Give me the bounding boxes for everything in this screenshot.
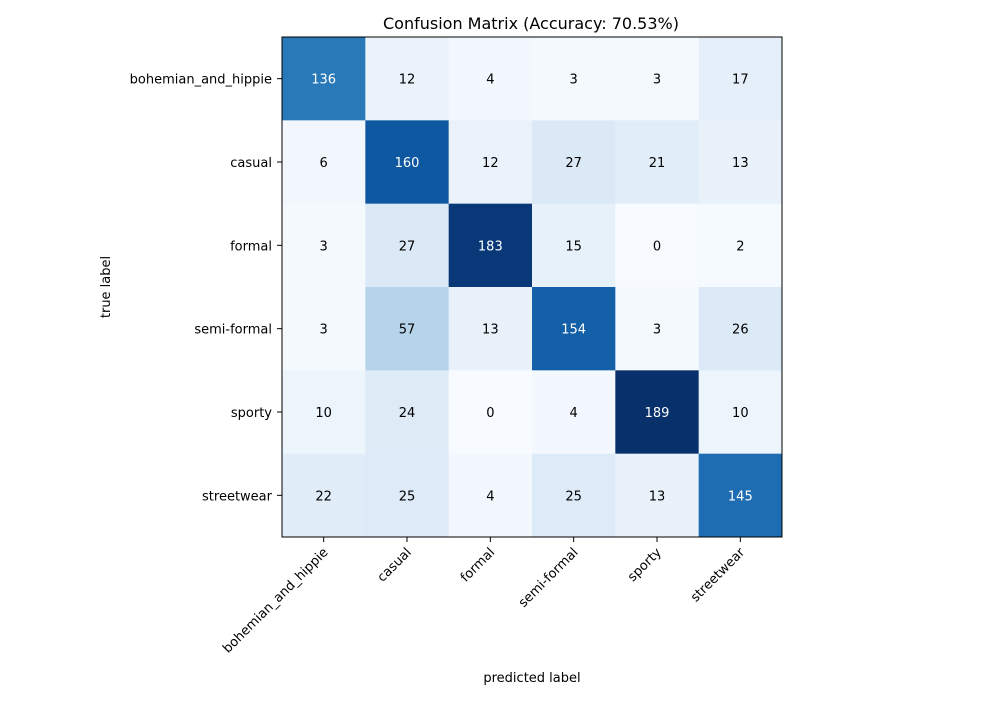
heatmap-cell [698, 203, 783, 288]
heatmap-value-label: 10 [315, 406, 332, 421]
heatmap-value-label: 6 [320, 156, 328, 171]
heatmap-value-label: 13 [649, 489, 666, 504]
heatmap-value-label: 13 [482, 323, 499, 338]
heatmap-value-label: 25 [399, 489, 416, 504]
heatmap-cell [282, 37, 366, 121]
heatmap-value-label: 3 [320, 239, 328, 254]
x-tick-label: streetwear [688, 545, 749, 606]
heatmap-value-label: 136 [311, 73, 336, 88]
heatmap-cell [365, 120, 450, 205]
heatmap-value-label: 15 [565, 239, 582, 254]
heatmap-value-label: 4 [570, 406, 578, 421]
heatmap-value-label: 12 [482, 156, 499, 171]
heatmap-cell [448, 37, 533, 121]
heatmap-cell [282, 370, 366, 455]
heatmap-value-label: 154 [561, 323, 586, 338]
chart-title: Confusion Matrix (Accuracy: 70.53%) [383, 14, 679, 33]
heatmap-value-labels: 136 12 4 3 3 17 6 160 12 27 21 13 3 27 183 15 0 2 3 57 13 154… [311, 73, 752, 505]
heatmap-value-label: 12 [399, 73, 416, 88]
y-tick-label: bohemian_and_hippie [130, 73, 272, 88]
heatmap-value-label: 10 [732, 406, 749, 421]
heatmap-value-label: 2 [736, 239, 744, 254]
heatmap-value-label: 3 [320, 323, 328, 338]
heatmap-value-label: 22 [315, 489, 332, 504]
x-axis-label: predicted label [483, 671, 580, 686]
heatmap-cell [698, 120, 783, 205]
heatmap-cell [282, 120, 366, 205]
x-tick-label: casual [375, 545, 415, 585]
heatmap-cell [532, 37, 616, 121]
heatmap-cell [448, 120, 533, 205]
heatmap-cell [698, 287, 783, 371]
heatmap-value-label: 183 [478, 239, 503, 254]
heatmap-value-label: 27 [565, 156, 582, 171]
heatmap-cell [532, 370, 616, 455]
heatmap-cell [365, 37, 450, 121]
heatmap-value-label: 27 [399, 239, 416, 254]
heatmap-cell [448, 370, 533, 455]
heatmap-cell [698, 37, 783, 121]
heatmap-value-label: 189 [645, 406, 670, 421]
heatmap-value-label: 0 [653, 239, 661, 254]
x-tick-label: sporty [625, 545, 665, 585]
heatmap-value-label: 17 [732, 73, 749, 88]
heatmap-cell [282, 453, 366, 538]
heatmap-value-label: 3 [653, 323, 661, 338]
heatmap-value-label: 25 [565, 489, 582, 504]
heatmap-value-label: 3 [570, 73, 578, 88]
x-tick-label: formal [458, 545, 498, 585]
heatmap-value-label: 4 [486, 73, 494, 88]
heatmap-value-label: 13 [732, 156, 749, 171]
heatmap-cell [615, 120, 700, 205]
heatmap-cell [615, 453, 700, 538]
heatmap-cell [698, 370, 783, 455]
heatmap-cell [615, 287, 700, 371]
heatmap-cell [365, 453, 450, 538]
heatmap-value-label: 57 [399, 323, 416, 338]
heatmap-cell [532, 203, 616, 288]
heatmap-value-label: 0 [486, 406, 494, 421]
x-tick-label: bohemian_and_hippie [220, 545, 331, 656]
plot-frame [281, 36, 783, 538]
heatmap-cell [615, 370, 700, 455]
y-tick-label: formal [230, 239, 272, 254]
heatmap-cell [615, 37, 700, 121]
y-tick-label: sporty [231, 406, 272, 421]
heatmap-cell [532, 287, 616, 371]
heatmap-cell [698, 453, 783, 538]
heatmap-value-label: 21 [649, 156, 666, 171]
heatmap-cells [282, 37, 783, 538]
y-tick-label: semi-formal [194, 323, 272, 338]
heatmap-cell [365, 370, 450, 455]
heatmap-cell [365, 203, 450, 288]
heatmap-cell [448, 287, 533, 371]
heatmap-cell [448, 203, 533, 288]
heatmap-cell [532, 453, 616, 538]
heatmap-value-label: 24 [399, 406, 416, 421]
heatmap-value-label: 26 [732, 323, 749, 338]
heatmap-cell [615, 203, 700, 288]
heatmap-value-label: 3 [653, 73, 661, 88]
y-axis-label: true label [99, 256, 114, 318]
heatmap-value-label: 4 [486, 489, 494, 504]
heatmap-cell [282, 203, 366, 288]
heatmap-cell [532, 120, 616, 205]
heatmap-value-label: 145 [728, 489, 753, 504]
x-axis-ticks: bohemian_and_hippie casual formal semi-form… [220, 537, 749, 656]
y-tick-label: streetwear [202, 489, 273, 504]
heatmap-cell [365, 287, 450, 371]
heatmap-cell [282, 287, 366, 371]
heatmap-value-label: 160 [395, 156, 420, 171]
x-tick-label: semi-formal [516, 545, 582, 611]
y-tick-label: casual [230, 156, 272, 171]
heatmap-cell [448, 453, 533, 538]
